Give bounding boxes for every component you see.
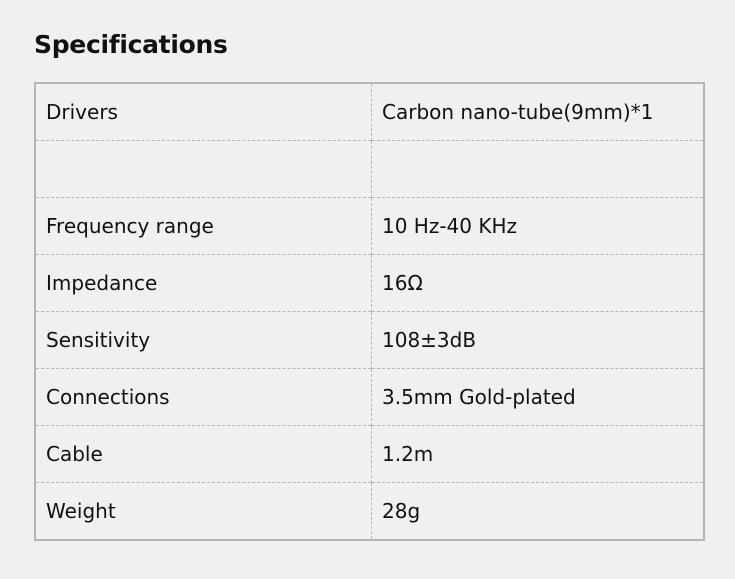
spec-label: Frequency range	[35, 197, 372, 255]
spec-value: 108±3dB	[371, 311, 704, 369]
spec-value: 10 Hz-40 KHz	[371, 197, 704, 255]
table-row: Drivers Carbon nano-tube(9mm)*1	[35, 83, 704, 141]
table-row: Cable 1.2m	[35, 425, 704, 483]
table-row: Frequency range 10 Hz-40 KHz	[35, 197, 704, 255]
spec-value	[371, 140, 704, 198]
table-row: Impedance 16Ω	[35, 254, 704, 312]
spec-value: Carbon nano-tube(9mm)*1	[382, 100, 654, 124]
spec-value: 1.2m	[371, 425, 704, 483]
spec-label: Weight	[35, 482, 372, 540]
spec-value: 3.5mm Gold-plated	[371, 368, 704, 426]
table-row: Sensitivity 108±3dB	[35, 311, 704, 369]
spec-label: Sensitivity	[35, 311, 372, 369]
spec-value: 28g	[371, 482, 704, 540]
spec-label: Drivers	[35, 83, 372, 141]
spec-label: Impedance	[35, 254, 372, 312]
specifications-table: Drivers Carbon nano-tube(9mm)*1 Frequency …	[34, 82, 705, 541]
spec-label	[35, 140, 372, 198]
page-title: Specifications	[34, 30, 228, 59]
table-row: Weight 28g	[35, 482, 704, 540]
table-row: Connections 3.5mm Gold-plated	[35, 368, 704, 426]
table-row	[35, 140, 704, 198]
spec-label: Connections	[35, 368, 372, 426]
spec-label: Cable	[35, 425, 372, 483]
spec-value: 16Ω	[371, 254, 704, 312]
